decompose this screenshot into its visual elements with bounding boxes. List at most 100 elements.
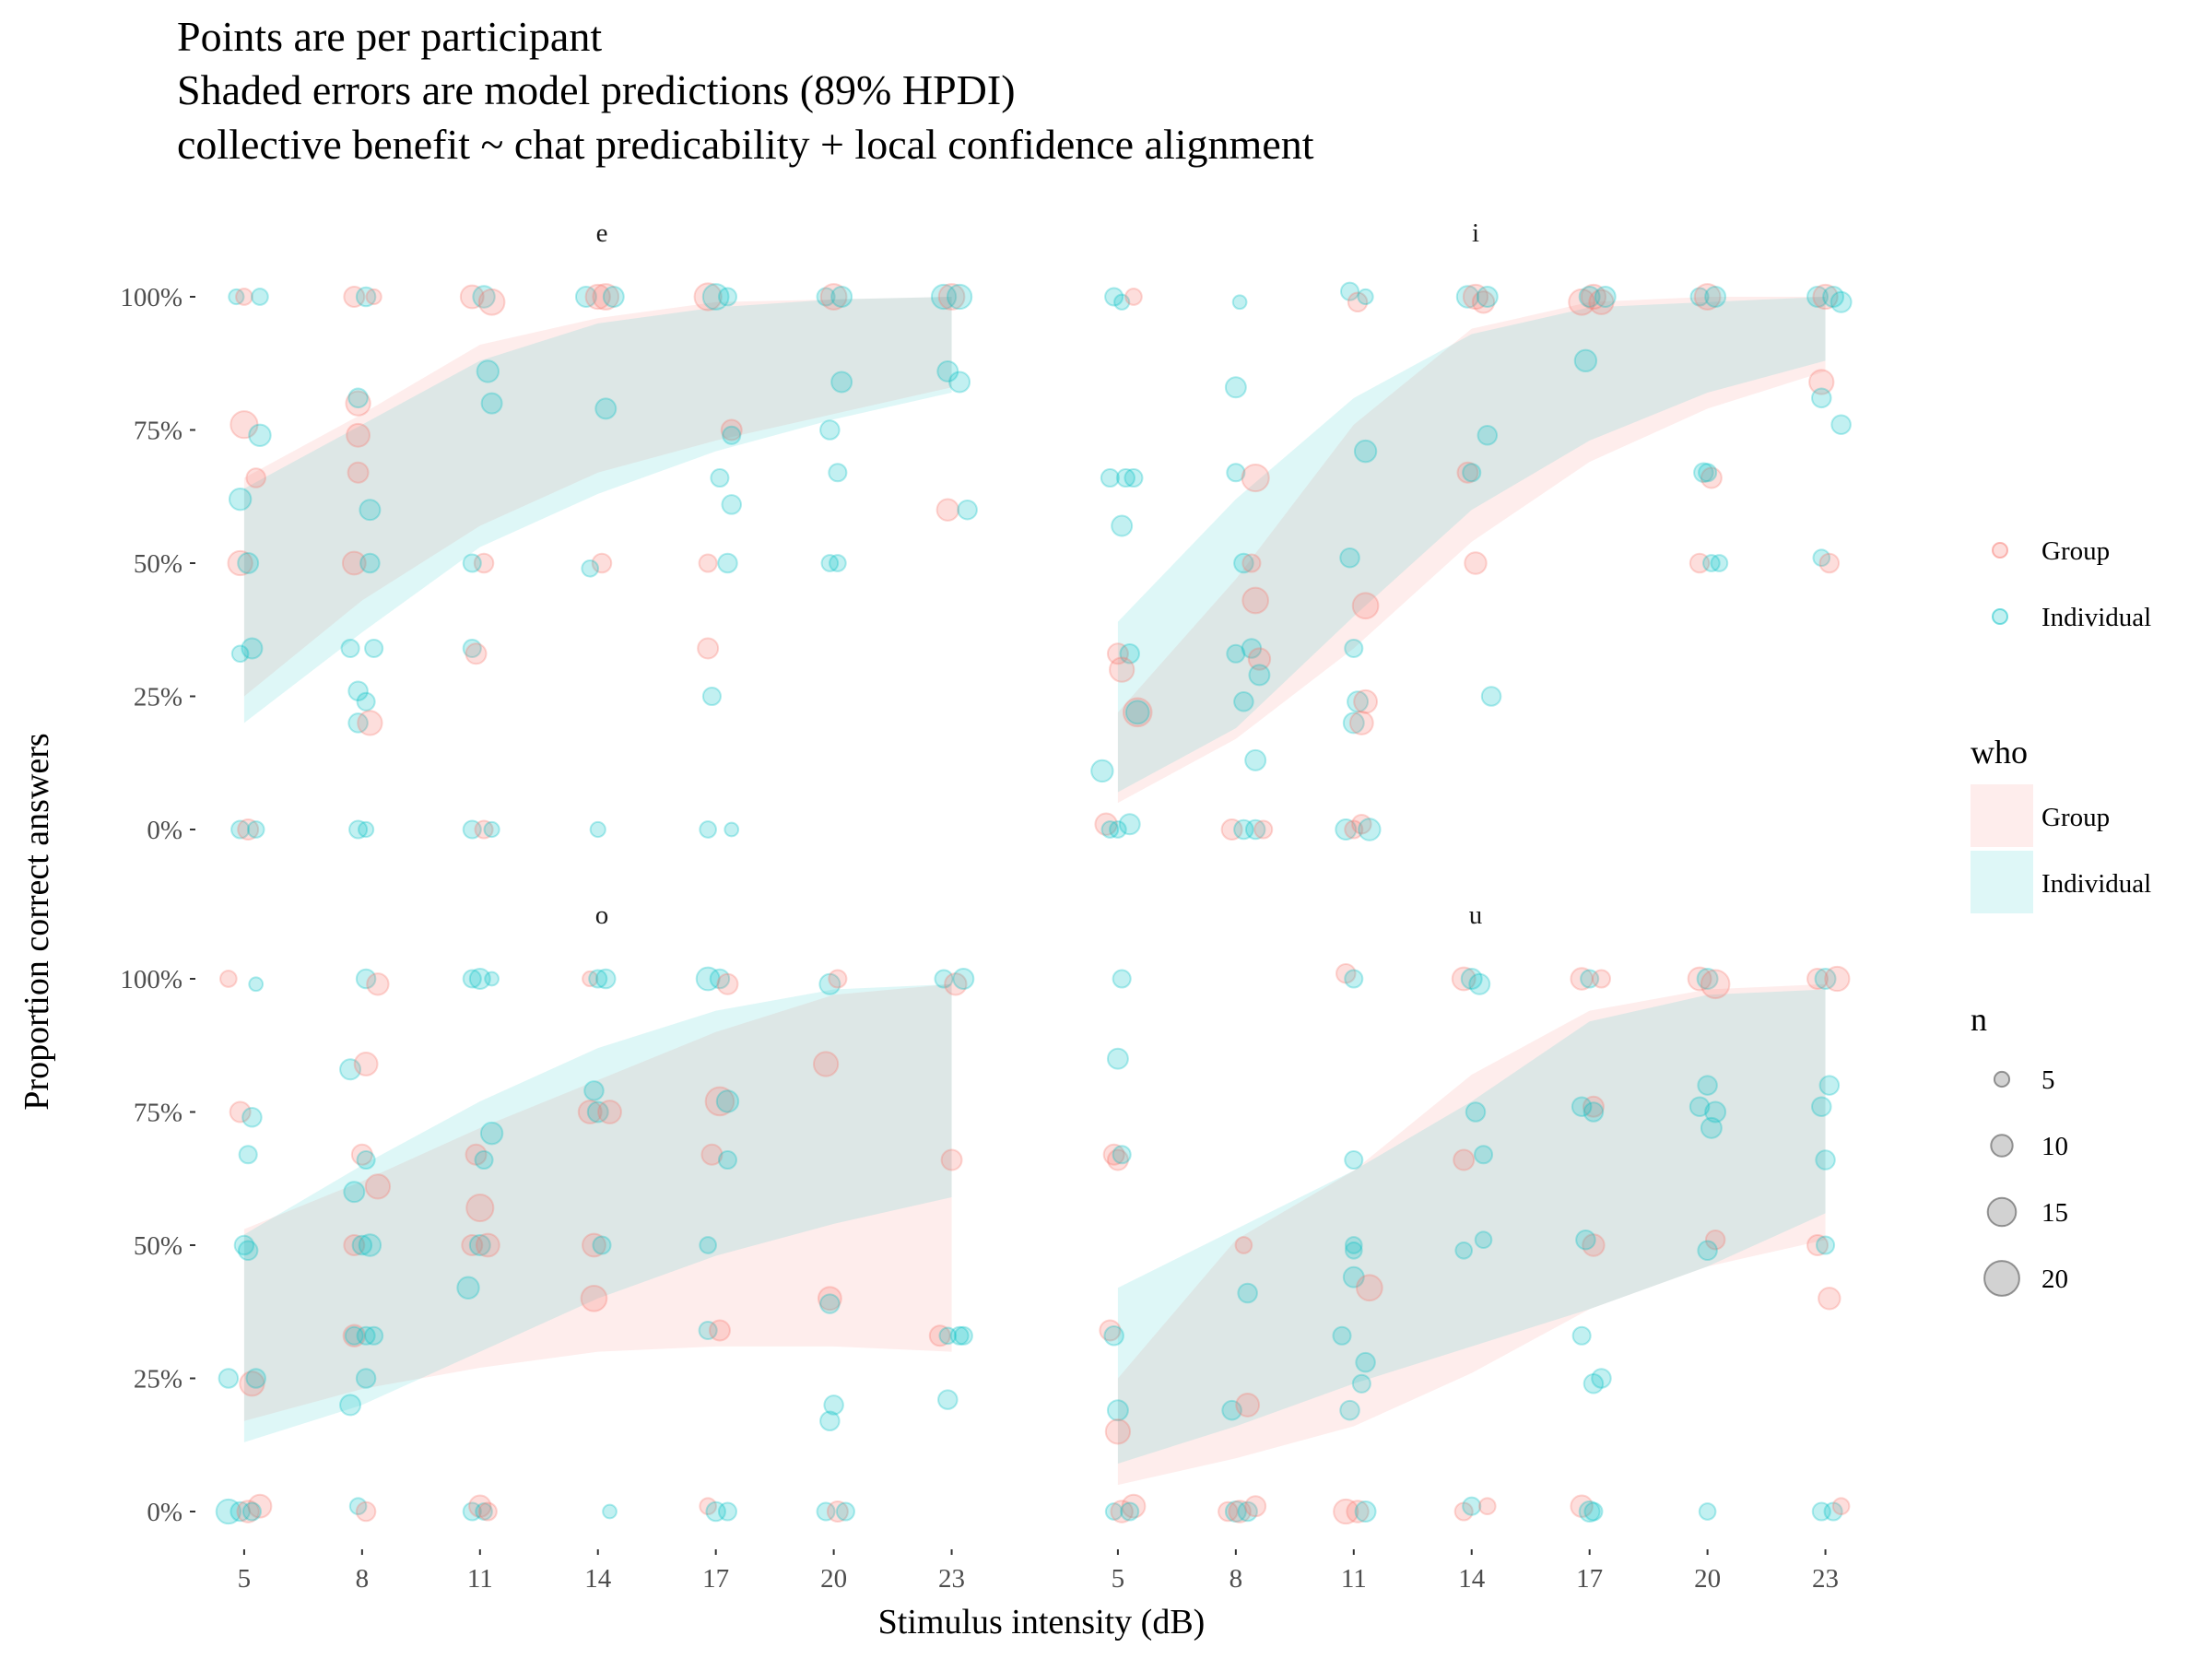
point-individual bbox=[1241, 638, 1263, 659]
point-group bbox=[1121, 1493, 1147, 1519]
point-individual bbox=[1103, 1325, 1124, 1347]
legend-label-size: 10 bbox=[2041, 1132, 2068, 1161]
point-group bbox=[1824, 965, 1851, 993]
point-individual bbox=[1583, 1101, 1605, 1123]
point-individual bbox=[934, 969, 954, 989]
x-tick-label: 5 bbox=[238, 1564, 252, 1594]
point-individual bbox=[356, 1149, 376, 1171]
point-individual bbox=[1697, 1240, 1718, 1262]
point-individual bbox=[241, 637, 264, 660]
point-individual bbox=[1100, 820, 1120, 839]
point-group bbox=[1451, 966, 1477, 992]
point-individual bbox=[583, 1080, 605, 1101]
point-group bbox=[935, 498, 959, 522]
point-group bbox=[1453, 1501, 1474, 1522]
point-individual bbox=[1221, 1399, 1242, 1421]
point-individual bbox=[717, 552, 738, 574]
hpdi-band-individual bbox=[243, 297, 952, 724]
point-individual bbox=[1455, 285, 1480, 309]
point-group bbox=[477, 1501, 498, 1522]
point-individual bbox=[1112, 1145, 1132, 1165]
legend-title-who: who bbox=[1971, 734, 2028, 771]
point-individual bbox=[484, 971, 500, 987]
hpdi-band-group bbox=[1117, 983, 1826, 1486]
point-individual bbox=[949, 1325, 970, 1346]
point-individual bbox=[241, 1501, 262, 1522]
point-individual bbox=[339, 1058, 362, 1081]
point-group bbox=[341, 550, 367, 576]
point-individual bbox=[1342, 1265, 1365, 1288]
point-individual bbox=[1224, 376, 1247, 399]
point-group bbox=[364, 1173, 392, 1200]
legend-label-size: 5 bbox=[2041, 1065, 2055, 1095]
y-axis-ticks: 0% 25% 50% 75% 100% 0% 25% 50% 75% 100% bbox=[120, 283, 195, 1527]
point-group bbox=[237, 818, 260, 841]
point-individual bbox=[595, 968, 617, 990]
title-line-3: collective benefit ~ chat predicability … bbox=[177, 121, 1314, 168]
point-group bbox=[1353, 688, 1379, 714]
point-group bbox=[1253, 819, 1274, 840]
legend-key-color-group bbox=[1992, 542, 2008, 559]
point-individual bbox=[1575, 1229, 1596, 1251]
point-group bbox=[1806, 968, 1830, 990]
point-group bbox=[474, 819, 494, 840]
point-individual bbox=[1591, 1368, 1612, 1389]
point-individual bbox=[356, 691, 376, 712]
point-individual bbox=[1106, 1047, 1129, 1070]
point-group bbox=[1818, 552, 1841, 574]
x-tick-label: 14 bbox=[1458, 1564, 1486, 1594]
legend-key-fill-individual bbox=[1971, 851, 2033, 913]
point-individual bbox=[1100, 467, 1120, 488]
point-group bbox=[1106, 642, 1129, 665]
point-individual bbox=[1339, 547, 1360, 569]
point-individual bbox=[359, 499, 382, 522]
point-individual bbox=[343, 1181, 366, 1204]
panel-label-o: o bbox=[595, 900, 609, 930]
y-tick-label: 25% bbox=[134, 683, 182, 712]
point-group bbox=[1477, 1497, 1497, 1516]
point-group bbox=[1471, 290, 1496, 314]
point-group bbox=[1464, 551, 1488, 575]
x-tick-label: 14 bbox=[584, 1564, 612, 1594]
point-individual bbox=[1473, 1145, 1494, 1165]
point-individual bbox=[238, 1145, 258, 1165]
point-group bbox=[592, 283, 620, 311]
point-individual bbox=[1698, 463, 1718, 483]
point-individual bbox=[358, 820, 375, 839]
legend-key-fill-group bbox=[1971, 784, 2033, 847]
point-individual bbox=[347, 712, 369, 734]
point-individual bbox=[1811, 1501, 1831, 1522]
point-group bbox=[584, 283, 611, 311]
point-group bbox=[1568, 288, 1596, 316]
legend-title-n: n bbox=[1971, 1001, 1987, 1038]
point-individual bbox=[215, 1498, 241, 1525]
point-group bbox=[342, 1324, 367, 1347]
point-group bbox=[475, 1232, 500, 1258]
point-group bbox=[235, 288, 253, 306]
point-group bbox=[1453, 1148, 1476, 1171]
x-tick-label: 8 bbox=[356, 1564, 370, 1594]
point-group bbox=[465, 1193, 495, 1223]
point-individual bbox=[1112, 969, 1132, 989]
point-individual bbox=[1462, 1496, 1482, 1516]
point-individual bbox=[248, 423, 272, 447]
point-individual bbox=[1118, 813, 1141, 836]
point-individual bbox=[602, 286, 625, 308]
point-individual bbox=[462, 553, 482, 573]
point-individual bbox=[1339, 1399, 1360, 1421]
point-group bbox=[828, 969, 848, 989]
point-individual bbox=[456, 1276, 480, 1300]
chart-title: Points are per participant Shaded errors… bbox=[177, 13, 1314, 168]
point-group bbox=[580, 1284, 608, 1312]
point-individual bbox=[1358, 818, 1382, 841]
point-individual bbox=[946, 283, 973, 311]
point-group bbox=[1344, 819, 1364, 840]
point-individual bbox=[819, 1293, 841, 1314]
point-individual bbox=[340, 638, 360, 659]
point-individual bbox=[1583, 1501, 1604, 1522]
point-individual bbox=[715, 1089, 740, 1113]
point-group bbox=[1220, 818, 1243, 841]
point-individual bbox=[1124, 467, 1144, 488]
point-individual bbox=[816, 287, 836, 307]
point-individual bbox=[462, 638, 482, 659]
